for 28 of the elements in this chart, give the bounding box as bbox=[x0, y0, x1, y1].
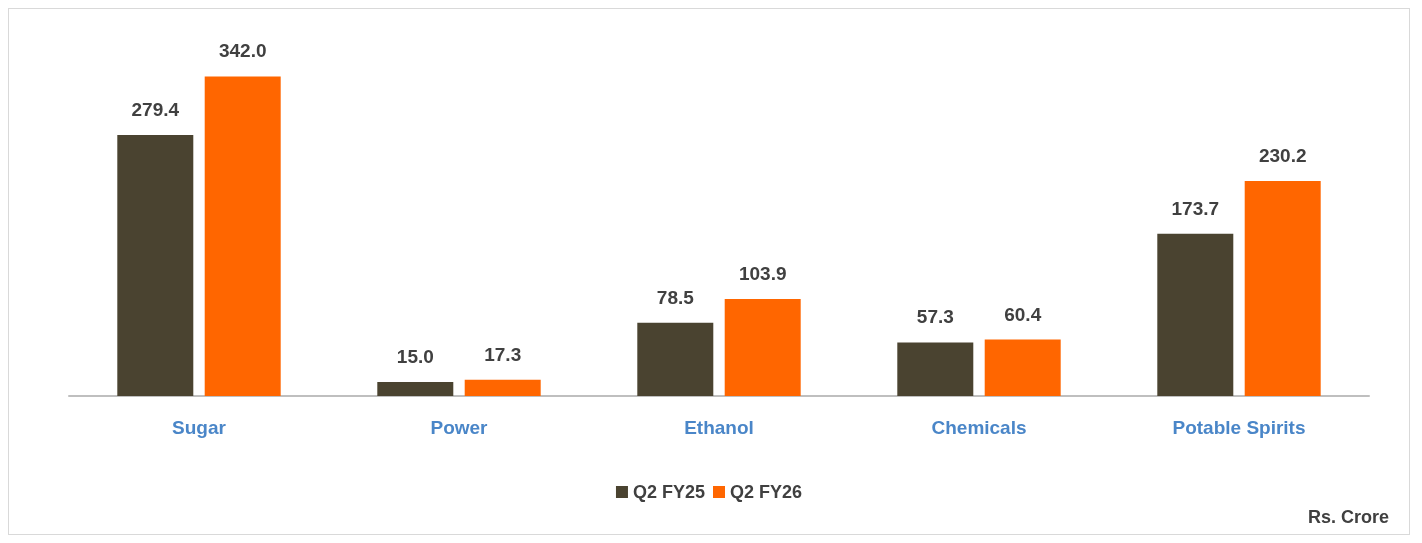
bar bbox=[1244, 180, 1321, 396]
data-label: 15.0 bbox=[396, 345, 434, 367]
bar bbox=[204, 76, 281, 396]
data-label: 17.3 bbox=[484, 343, 522, 365]
bar bbox=[464, 379, 541, 396]
legend-label: Q2 FY25 bbox=[632, 482, 706, 502]
x-tick-label: Power bbox=[430, 417, 489, 438]
x-tick-label: Ethanol bbox=[684, 417, 754, 438]
x-tick-label: Chemicals bbox=[931, 417, 1027, 438]
data-label: 173.7 bbox=[1171, 197, 1220, 219]
bar bbox=[897, 342, 974, 396]
bar bbox=[637, 322, 714, 396]
data-label: 57.3 bbox=[916, 306, 954, 328]
data-label: 60.4 bbox=[1004, 303, 1042, 325]
legend-label: Q2 FY26 bbox=[730, 482, 803, 502]
x-tick-label: Potable Spirits bbox=[1172, 417, 1306, 438]
data-label: 342.0 bbox=[218, 40, 267, 62]
data-label: 103.9 bbox=[738, 262, 787, 284]
data-label: 78.5 bbox=[656, 286, 695, 308]
bar bbox=[1157, 233, 1234, 396]
data-label: 279.4 bbox=[131, 98, 180, 120]
bar bbox=[984, 339, 1061, 396]
bar bbox=[377, 381, 454, 396]
x-tick-label: Sugar bbox=[172, 417, 227, 438]
text: Rs. Crore bbox=[1307, 507, 1389, 527]
bar bbox=[724, 298, 801, 396]
data-label: 230.2 bbox=[1258, 144, 1307, 166]
bar bbox=[117, 134, 194, 396]
